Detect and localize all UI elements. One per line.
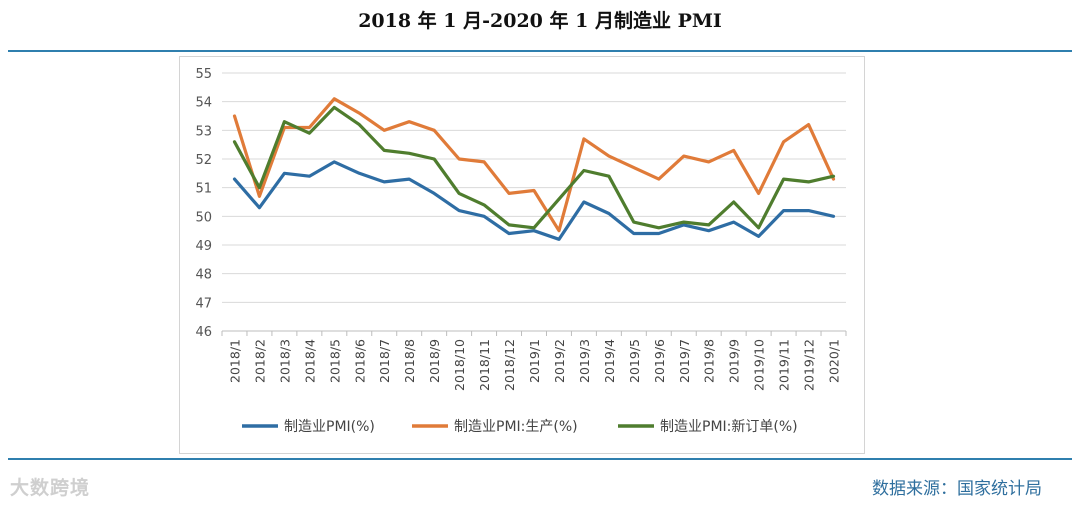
gridlines: [221, 72, 847, 336]
y-tick-label: 49: [195, 239, 212, 254]
y-tick-label: 47: [195, 296, 212, 311]
x-tick-label: 2019/11: [777, 339, 792, 391]
x-tick-label: 2018/12: [502, 339, 517, 391]
y-tick-label: 54: [195, 96, 212, 111]
x-tick-label: 2019/9: [727, 339, 742, 383]
y-tick-label: 48: [195, 268, 212, 283]
x-tick-label: 2019/5: [627, 339, 642, 383]
x-tick-label: 2019/1: [527, 339, 542, 383]
x-tick-label: 2018/1: [227, 339, 242, 383]
x-tick-label: 2018/3: [277, 339, 292, 383]
series-line-2: [232, 97, 836, 233]
x-tick-label: 2019/4: [602, 339, 617, 383]
y-tick-label: 50: [195, 210, 212, 225]
x-tick-label: 2019/6: [652, 339, 667, 383]
y-tick-label: 46: [195, 325, 212, 340]
x-tick-label: 2019/12: [802, 339, 817, 391]
x-tick-label: 2018/9: [427, 339, 442, 383]
y-tick-label: 55: [195, 67, 212, 82]
y-axis-ticks: 46 47 48 49 50 51 52 53 54 55: [195, 67, 212, 340]
x-tick-label: 2020/1: [827, 339, 842, 383]
series-lines: [232, 97, 836, 241]
x-axis-ticks: 2018/1 2018/2 2018/3 2018/4 2018/5 2018/6 2018…: [227, 339, 841, 391]
x-tick-label: 2018/4: [302, 339, 317, 383]
series-line-1: [232, 160, 836, 241]
x-tick-label: 2018/11: [477, 339, 492, 391]
x-tick-label: 2019/10: [752, 339, 767, 391]
x-tick-label: 2018/5: [327, 339, 342, 383]
y-tick-label: 51: [195, 182, 212, 197]
series-line-3: [232, 105, 836, 230]
y-tick-label: 53: [195, 124, 212, 139]
x-tick-label: 2019/3: [577, 339, 592, 383]
watermark-logo: 大数跨境: [10, 477, 91, 499]
legend: 制造业PMI(%) 制造业PMI:生产(%) 制造业PMI:新订单(%): [242, 419, 798, 435]
x-tick-label: 2018/7: [377, 339, 392, 383]
x-tick-label: 2019/7: [677, 339, 692, 383]
top-divider: [8, 50, 1072, 52]
x-tick-label: 2018/8: [402, 339, 417, 383]
y-tick-label: 52: [195, 153, 212, 168]
x-tick-label: 2018/10: [452, 339, 467, 391]
data-source: 数据来源：国家统计局: [872, 479, 1042, 499]
chart-title: 2018 年 1 月-2020 年 1 月制造业 PMI: [358, 10, 722, 32]
x-tick-label: 2018/2: [252, 339, 267, 383]
legend-label-3: 制造业PMI:新订单(%): [660, 419, 798, 435]
chart-area: 46 47 48 49 50 51 52 53 54 55 2018/1 2018/2 2018/3 2…: [179, 56, 865, 454]
x-tick-label: 2019/8: [702, 339, 717, 383]
x-tick-label: 2018/6: [352, 339, 367, 383]
legend-label-2: 制造业PMI:生产(%): [454, 419, 578, 435]
x-tick-label: 2019/2: [552, 339, 567, 383]
bottom-divider: [8, 458, 1072, 460]
legend-label-1: 制造业PMI(%): [284, 419, 375, 435]
